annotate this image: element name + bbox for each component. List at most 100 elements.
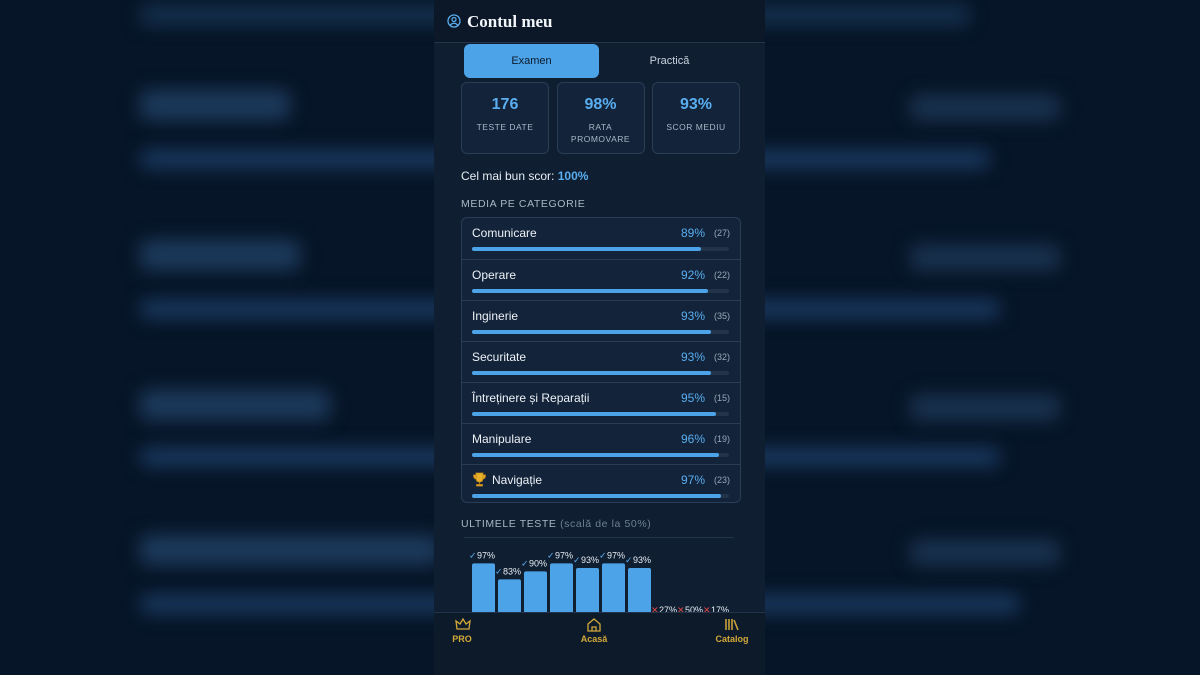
trophy-icon: [473, 472, 486, 487]
section-title: MEDIA PE CATEGORIE: [461, 198, 586, 210]
best-score-value: 100%: [557, 169, 589, 183]
best-score: Cel mai bun scor: 100%: [461, 169, 588, 183]
category-percent: 96%: [680, 432, 705, 446]
category-count: (19): [713, 434, 730, 444]
check-icon: ✓: [495, 566, 503, 576]
progress-track: [472, 412, 729, 416]
category-list: Comunicare 89% (27) Operare 92% (22) Inginerie…: [461, 217, 741, 503]
category-row: Operare 92% (22): [462, 259, 740, 300]
category-percent: 93%: [680, 309, 705, 323]
tab[interactable]: Practică: [649, 55, 690, 67]
fail-icon: ✕: [677, 605, 685, 615]
test-label: 17%: [711, 605, 729, 615]
category-row: Navigație 97% (23): [462, 464, 740, 505]
crown-icon: [455, 618, 471, 630]
check-icon: ✓: [599, 550, 607, 560]
progress-bar: [472, 330, 711, 334]
category-count: (23): [713, 475, 730, 485]
category-name: Comunicare: [472, 226, 537, 240]
test-bar: [498, 579, 521, 617]
category-percent: 92%: [680, 268, 705, 282]
stat-value: 98%: [584, 96, 617, 113]
category-count: (15): [713, 393, 730, 403]
test-label: 50%: [685, 605, 703, 615]
fail-icon: ✕: [651, 605, 659, 615]
nav-item[interactable]: Acasă: [580, 634, 608, 644]
phone-screen: Contul meu Examen Practică Cel mai bun s…: [434, 0, 765, 675]
category-row: Comunicare 89% (27): [462, 218, 740, 259]
progress-track: [472, 247, 729, 251]
test-label: 97%: [477, 550, 495, 560]
test-label: 83%: [503, 566, 521, 576]
category-count: (32): [713, 352, 730, 362]
section-title: ULTIMELE TESTE (scală de la 50%): [461, 518, 651, 530]
progress-track: [472, 453, 729, 457]
home-icon: [587, 618, 601, 632]
header-title: Contul meu: [467, 12, 553, 31]
category-name: Manipulare: [472, 432, 532, 446]
test-label: 93%: [633, 555, 651, 565]
progress-track: [472, 371, 729, 375]
blur-shape: [140, 240, 300, 270]
check-icon: ✓: [469, 550, 477, 560]
divider: [464, 537, 734, 538]
blur-shape: [910, 95, 1060, 120]
category-name: Navigație: [492, 473, 543, 487]
category-name: Inginerie: [472, 309, 519, 323]
test-bar: [576, 567, 599, 617]
stat-label: SCOR MEDIU: [666, 122, 726, 132]
blur-shape: [910, 540, 1060, 565]
test-bar: [524, 571, 547, 617]
stat-value: 176: [491, 96, 519, 113]
progress-bar: [472, 247, 701, 251]
progress-bar: [472, 494, 722, 498]
test-label: 97%: [555, 550, 573, 560]
progress-track: [472, 494, 729, 498]
tests-note: (scală de la 50%): [560, 518, 652, 530]
stat-card: 93% SCOR MEDIU: [652, 82, 740, 154]
category-percent: 97%: [680, 473, 705, 487]
progress-bar: [472, 371, 711, 375]
category-count: (22): [713, 270, 730, 280]
category-name: Operare: [472, 268, 517, 282]
blur-shape: [140, 90, 290, 120]
blur-shape: [140, 535, 440, 565]
category-count: (27): [713, 228, 730, 238]
stat-value: 93%: [679, 96, 713, 113]
stat-label: TESTE DATE: [476, 122, 534, 132]
blur-shape: [910, 395, 1060, 420]
tests-title: ULTIMELE TESTE: [461, 518, 557, 530]
test-label: 90%: [529, 558, 547, 568]
bottom-nav: PRO Acasă Catalog: [434, 612, 765, 675]
best-score-label: Cel mai bun scor:: [461, 169, 555, 183]
test-label: 97%: [607, 550, 625, 560]
progress-bar: [472, 412, 717, 416]
test-bar: [472, 563, 495, 617]
check-icon: ✓: [625, 555, 633, 565]
fail-icon: ✕: [703, 605, 711, 615]
stat-card: 98% RATA PROMOVARE: [556, 82, 645, 154]
category-name: Întreținere și Reparații: [472, 391, 590, 405]
category-percent: 89%: [680, 226, 705, 240]
blur-shape: [140, 390, 330, 420]
check-icon: ✓: [573, 555, 581, 565]
catalog-icon: [725, 619, 739, 631]
check-icon: ✓: [521, 558, 529, 568]
progress-track: [472, 330, 729, 334]
stat-card: 176 TESTE DATE: [461, 82, 549, 154]
progress-track: [472, 289, 729, 293]
blur-shape: [910, 245, 1060, 270]
category-count: (35): [713, 311, 730, 321]
progress-bar: [472, 453, 719, 457]
stat-label: RATA PROMOVARE: [570, 122, 631, 144]
category-row: Securitate 93% (32): [462, 341, 740, 382]
nav-item[interactable]: PRO: [452, 634, 472, 644]
nav-item[interactable]: Catalog: [715, 634, 749, 644]
test-label: 93%: [581, 555, 599, 565]
tab-active[interactable]: Examen: [464, 44, 599, 78]
test-bar: [628, 567, 651, 617]
progress-bar: [472, 289, 709, 293]
